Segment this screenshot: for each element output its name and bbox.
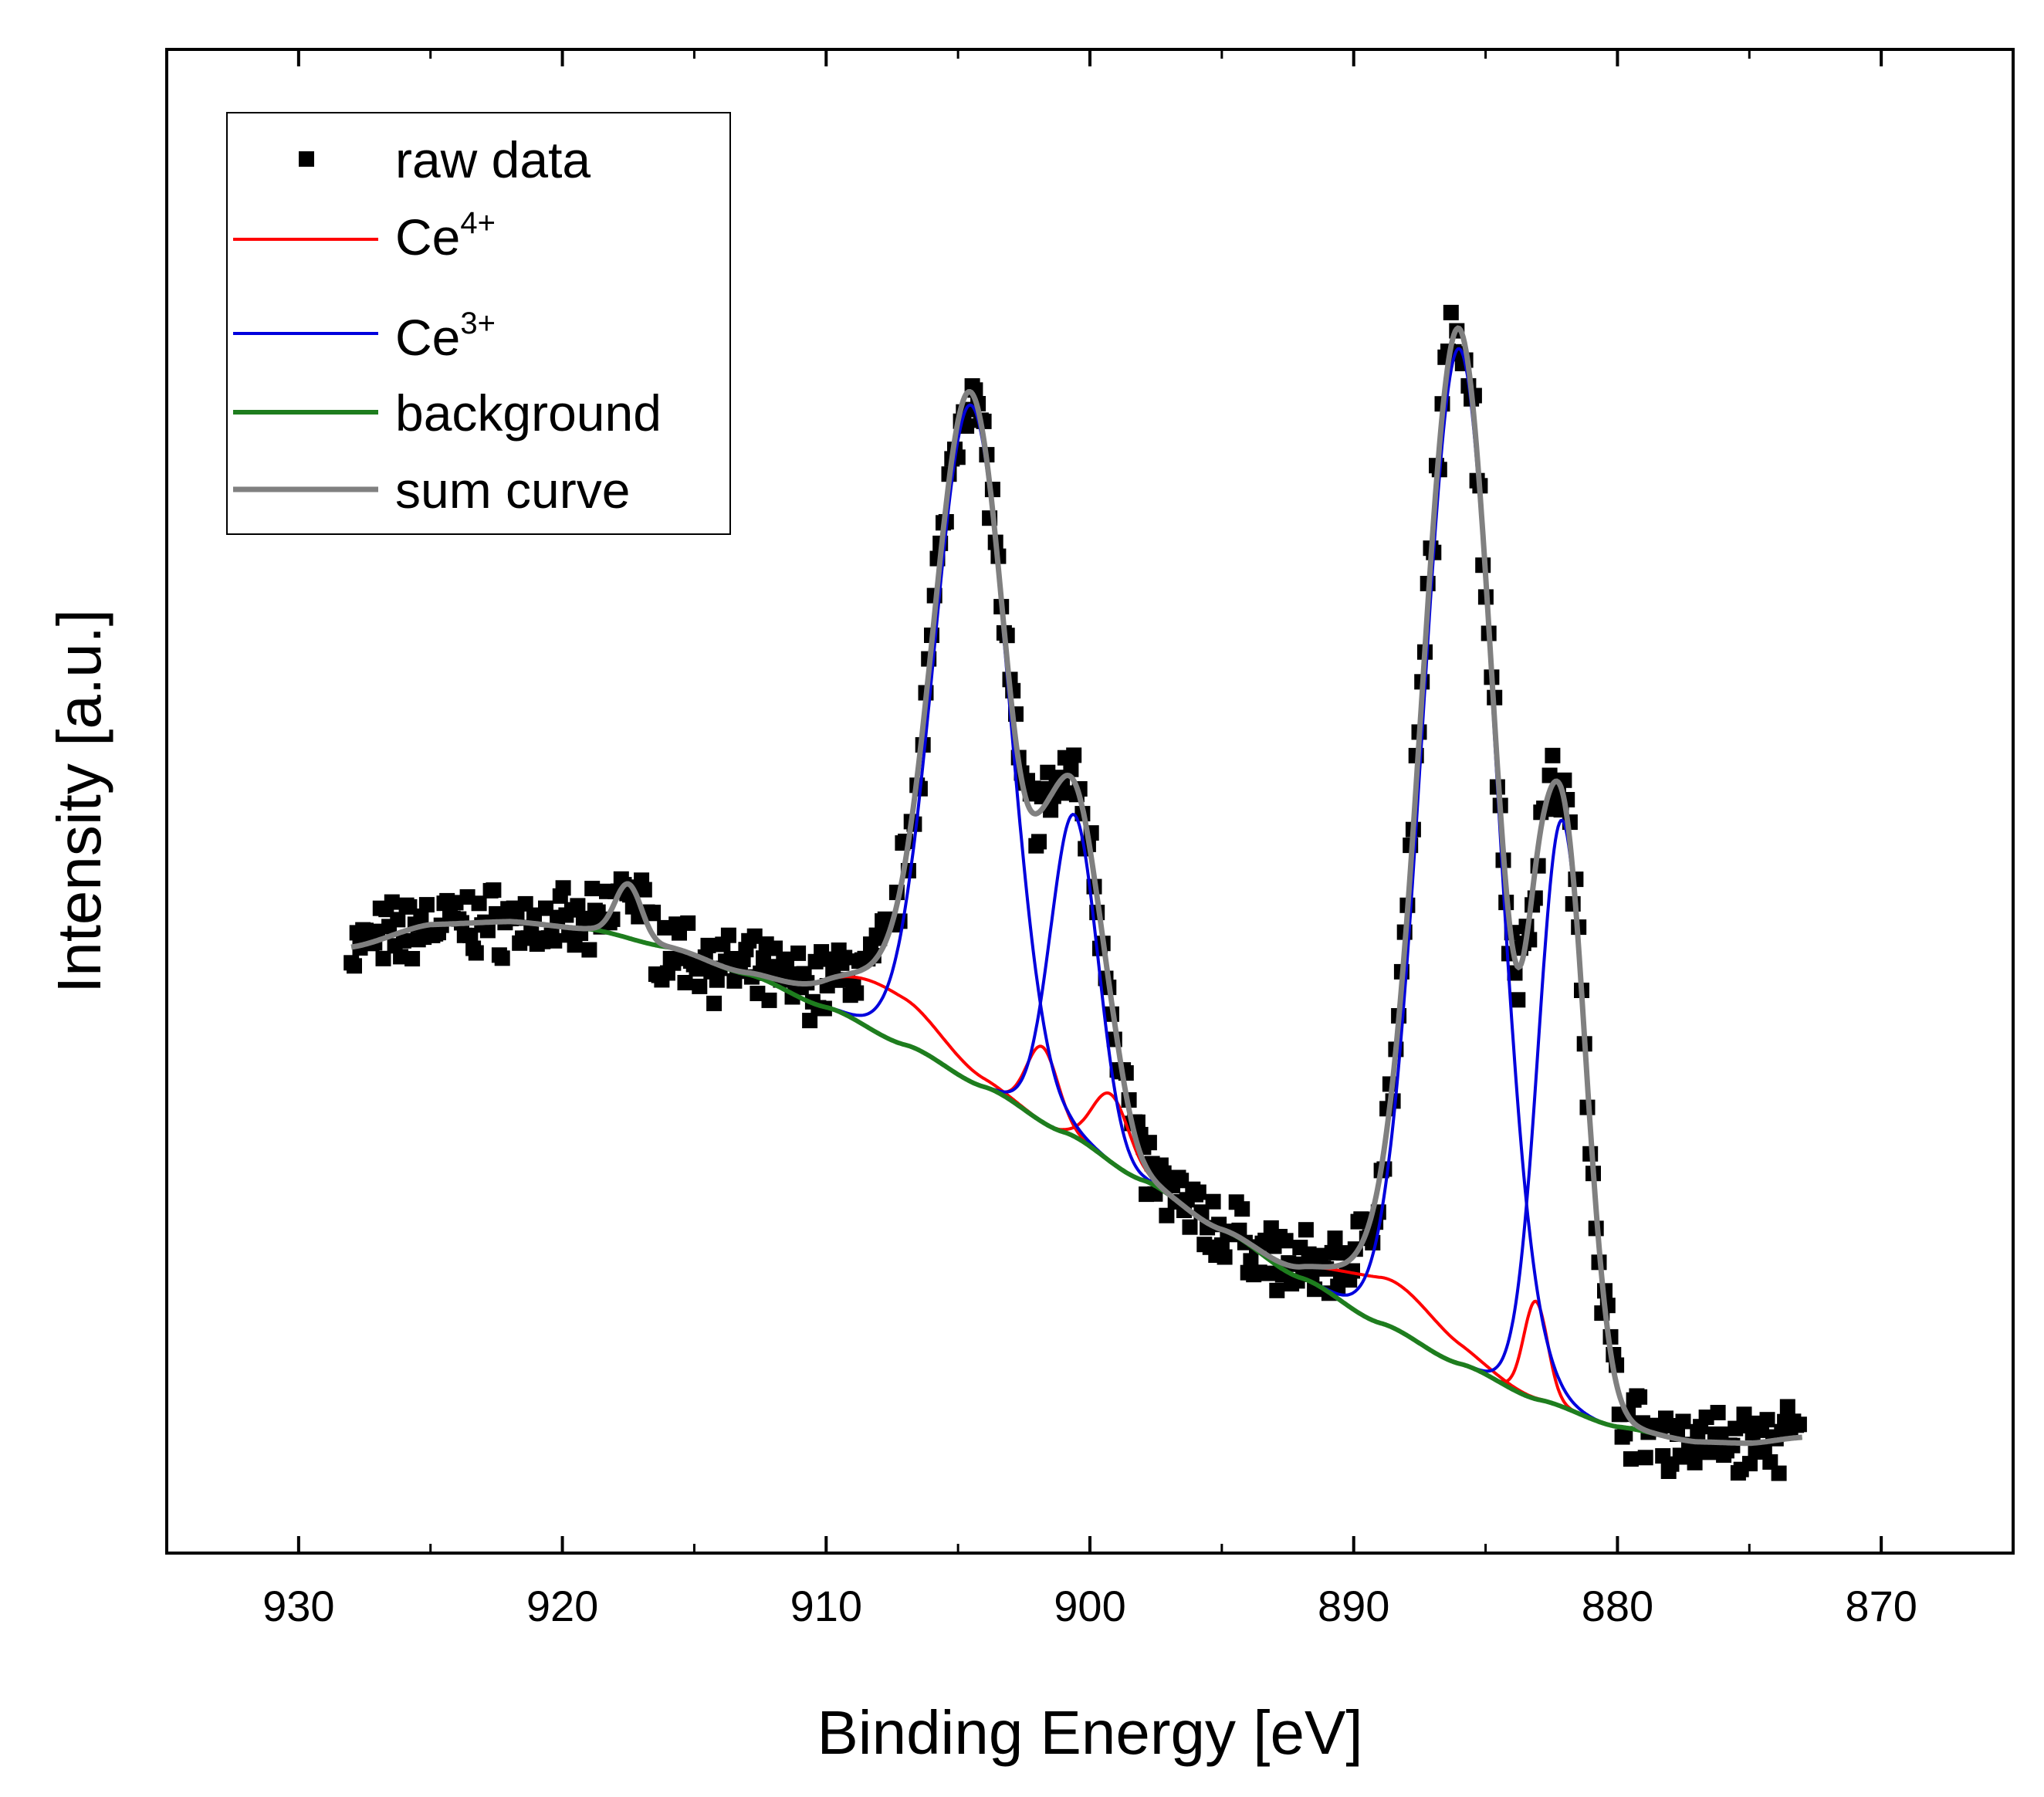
raw-data-point (680, 915, 696, 931)
raw-data-point (1675, 1413, 1691, 1430)
raw-data-point (645, 905, 662, 920)
ce3-peak-line (1443, 818, 1681, 1441)
raw-data-point (1327, 1230, 1343, 1247)
x-axis-title: Binding Energy [eV] (817, 1698, 1362, 1767)
legend: raw data Ce4+ Ce3+ background sum curve (226, 112, 731, 535)
raw-data-point (1335, 1245, 1352, 1261)
raw-data-point (1545, 747, 1561, 763)
raw-data-point (1173, 1173, 1190, 1189)
legend-label-ce3-sup: 3+ (460, 306, 496, 340)
raw-data-point (1510, 992, 1526, 1008)
x-tick-label: 870 (1845, 1582, 1917, 1630)
raw-data-point (706, 995, 723, 1011)
raw-data-point (1632, 1389, 1648, 1405)
raw-data-point (538, 900, 553, 916)
raw-data-point (700, 937, 716, 953)
raw-data-point (581, 942, 597, 958)
raw-data-point (479, 922, 496, 939)
x-tick-label: 880 (1582, 1582, 1653, 1630)
raw-data-point (395, 932, 411, 949)
raw-data-point (1217, 1249, 1233, 1265)
raw-data-point (692, 978, 708, 994)
raw-data-point (555, 880, 571, 896)
legend-marker-raw-data (299, 151, 314, 167)
x-tick-label: 900 (1054, 1582, 1125, 1630)
raw-data-point (1742, 1456, 1758, 1472)
x-tick-label: 890 (1318, 1582, 1389, 1630)
raw-data-point (750, 986, 766, 1001)
raw-data-point (486, 882, 502, 898)
raw-data-point (677, 975, 693, 990)
raw-data-point (1637, 1450, 1653, 1466)
raw-data-point (1623, 1451, 1639, 1467)
raw-data-point (570, 898, 586, 914)
ce3-peak-line (954, 812, 1194, 1215)
raw-data-point (1779, 1399, 1795, 1415)
raw-data-point (418, 897, 435, 913)
legend-label-sum-curve: sum curve (395, 462, 630, 519)
legend-label-ce3: Ce3+ (395, 306, 496, 366)
raw-data-point (1443, 304, 1459, 320)
raw-data-point (494, 950, 510, 966)
sum-curve-line (350, 325, 1802, 1447)
raw-data-point (709, 972, 725, 988)
raw-data-point (1759, 1412, 1775, 1428)
ce4-peak-line (1475, 1299, 1596, 1422)
raw-data-point (790, 945, 807, 961)
raw-data-point (1687, 1454, 1703, 1470)
raw-data-point (1791, 1416, 1807, 1433)
raw-data-point (1261, 1265, 1276, 1281)
raw-data-point (567, 937, 583, 953)
raw-data-point (1205, 1193, 1221, 1210)
raw-data-point (1298, 1222, 1314, 1238)
raw-data-point (404, 951, 421, 966)
raw-data-point (468, 945, 484, 961)
raw-data-point (636, 882, 652, 898)
legend-label-ce4-base: Ce (395, 208, 460, 266)
x-tick-label: 930 (262, 1582, 334, 1630)
legend-label-ce3-base: Ce (395, 309, 460, 366)
raw-data-point (781, 966, 797, 982)
raw-data-point (837, 949, 853, 966)
raw-data-point (1541, 767, 1558, 783)
raw-data-point (1066, 747, 1082, 763)
raw-data-point (584, 881, 601, 897)
legend-label-ce4: Ce4+ (395, 206, 496, 266)
x-tick-label: 910 (790, 1582, 862, 1630)
raw-data-point (1190, 1184, 1206, 1200)
raw-data-point (448, 895, 464, 911)
plot-area (343, 304, 1807, 1481)
raw-data-point (547, 932, 563, 949)
raw-data-point (390, 912, 406, 928)
raw-data-point (1771, 1465, 1787, 1481)
raw-data-point (802, 1013, 818, 1029)
raw-data-point (1234, 1201, 1250, 1217)
raw-data-point (761, 992, 777, 1008)
ce3-peak-line (1274, 347, 1644, 1433)
raw-data-point (1031, 834, 1047, 850)
raw-data-point (1159, 1207, 1175, 1223)
raw-data-point (1278, 1233, 1294, 1249)
raw-data-point (1710, 1405, 1726, 1420)
legend-label-raw-data: raw data (395, 131, 591, 188)
raw-data-point (1269, 1282, 1285, 1298)
legend-box (226, 112, 731, 535)
raw-data-point (347, 958, 362, 974)
raw-data-point (1141, 1135, 1157, 1151)
raw-data-point (1182, 1219, 1198, 1235)
raw-data-point (375, 950, 391, 966)
raw-data-point (720, 927, 736, 943)
raw-data-point (848, 985, 865, 1001)
raw-data-point (370, 923, 385, 939)
axes: 930 920 910 900 890 880 870 (262, 49, 2015, 1630)
legend-label-ce4-sup: 4+ (460, 206, 496, 240)
x-tick-label: 920 (526, 1582, 598, 1630)
y-axis-title: Intensity [a.u.] (45, 609, 113, 993)
raw-data-point (384, 894, 400, 910)
raw-data-point (471, 895, 487, 912)
legend-label-background: background (395, 384, 662, 442)
